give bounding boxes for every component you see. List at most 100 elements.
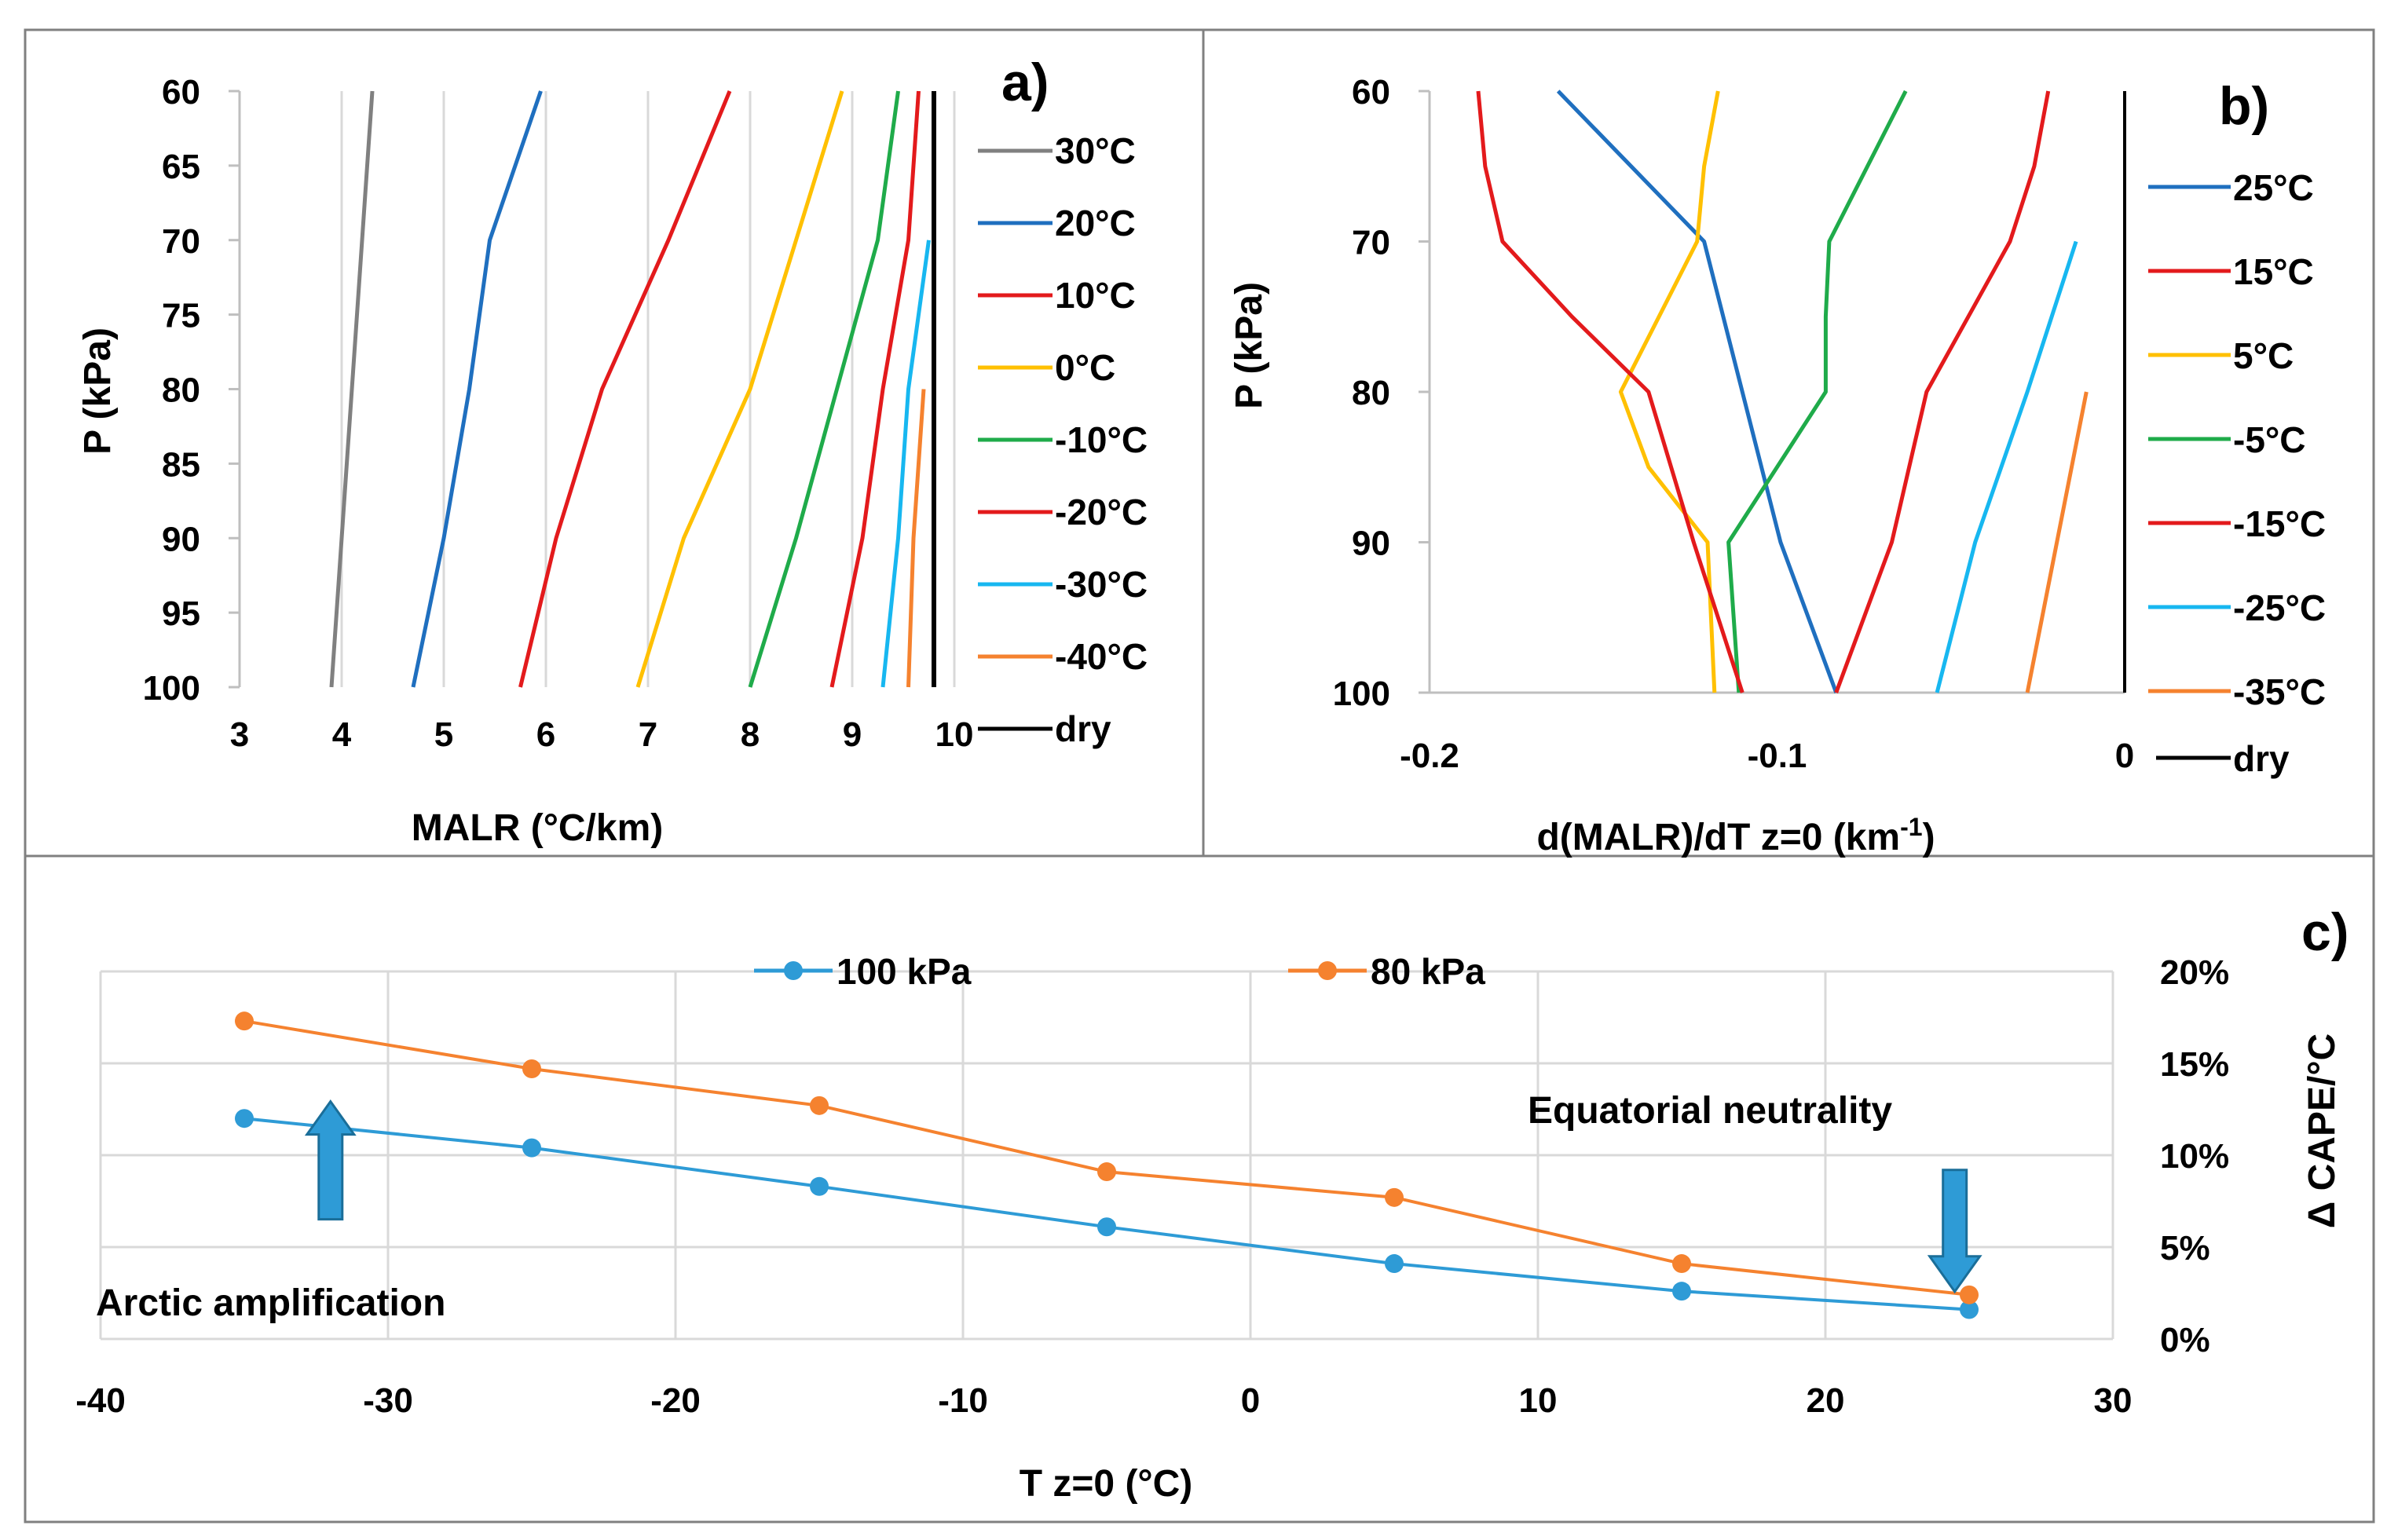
panel-c-x-tick-label: -30 <box>363 1381 413 1420</box>
panel-c-point-80kpa <box>1097 1162 1116 1182</box>
panel-c-legend-label-80kpa: 80 kPa <box>1371 951 1485 992</box>
panel-c-point-80kpa <box>1960 1285 1979 1304</box>
panel-a-label: a) <box>1001 53 1049 112</box>
panel-c-y-tick-label: 20% <box>2160 953 2229 992</box>
panel-b-series-25c <box>1556 90 1839 693</box>
panel-b-x-axis-title: d(MALR)/dT z=0 (km-1) <box>1536 813 1935 858</box>
panel-b-legend-label-m35c: -35°C <box>2233 671 2326 712</box>
panel-a-y-tick-label: 85 <box>162 445 200 484</box>
panel-a-y-tick-label: 65 <box>162 148 200 186</box>
panel-a-y-axis-title: P (kPa) <box>77 327 119 455</box>
panel-c-x-tick-label: -40 <box>75 1381 126 1420</box>
panel-c-point-80kpa <box>522 1059 541 1079</box>
panel-b-legend-label-m5c: -5°C <box>2233 419 2306 460</box>
annotation-arctic-amplification: Arctic amplification <box>96 1282 445 1324</box>
panel-c-y-tick-label: 0% <box>2160 1321 2210 1359</box>
panel-a-y-tick-label: 70 <box>162 222 200 261</box>
panel-c-point-80kpa <box>810 1096 829 1115</box>
panel-c-point-100kpa <box>235 1109 254 1128</box>
panel-b-y-tick-label: 90 <box>1352 525 1390 563</box>
panel-c-x-tick-label: 10 <box>1519 1381 1558 1420</box>
panel-b-x-tick-label: -0.2 <box>1400 737 1459 775</box>
panel-a-series-m40c <box>906 389 926 688</box>
panel-a-legend-label-m40c: -40°C <box>1055 636 1148 677</box>
panel-a-y-tick-label: 60 <box>162 73 200 112</box>
panel-b-y-tick-label: 80 <box>1352 374 1390 412</box>
panel-c-legend-label-100kpa: 100 kPa <box>837 951 972 992</box>
panel-b-y-tick-label: 70 <box>1352 224 1390 262</box>
panel-a-series-m20c <box>829 90 921 688</box>
panel-c-chart: -40 -30 -20 -10 0 10 20 30 0% 5% 10% 15% 20% 100 kP… <box>75 902 2349 1505</box>
panel-c-point-80kpa <box>1672 1254 1691 1274</box>
panel-b-legend-label-5c: 5°C <box>2233 335 2294 376</box>
panel-b-legend-label-m15c: -15°C <box>2233 503 2326 544</box>
panel-b-series-5c <box>1618 90 1720 693</box>
arrow-down-icon <box>1927 1169 1982 1294</box>
panel-c-y-tick-label: 5% <box>2160 1229 2210 1267</box>
panel-b-y-axis-title: P (kPa) <box>1228 282 1270 409</box>
panel-c-x-tick-label: -20 <box>650 1381 701 1420</box>
panel-a-legend-label-m20c: -20°C <box>1055 492 1148 532</box>
panel-c-point-100kpa <box>1097 1217 1116 1237</box>
panel-c-point-100kpa <box>1960 1300 1979 1319</box>
panel-b-legend-label-25c: 25°C <box>2233 167 2314 208</box>
panel-a-chart: 60 65 70 75 80 85 90 95 100 3 4 5 6 7 8 9 10 30°C 20°C 10… <box>77 53 1148 849</box>
panel-a-legend-label-30c: 30°C <box>1055 130 1136 171</box>
panel-c-frame <box>24 854 2375 1524</box>
panel-b-legend-label-dry: dry <box>2233 738 2290 779</box>
panel-c-legend-marker-100kpa <box>784 961 803 980</box>
panel-b-series-m15c <box>1476 90 1744 693</box>
panel-c-y-axis-title: Δ CAPE/°C <box>2301 1033 2343 1228</box>
panel-a-series-0c <box>635 90 844 688</box>
panel-c-point-100kpa <box>1672 1282 1691 1301</box>
panel-c-x-axis-title: T z=0 (°C) <box>1020 1463 1193 1505</box>
panel-b-y-tick-label: 100 <box>1333 675 1390 713</box>
panel-c-y-tick-label: 10% <box>2160 1137 2229 1176</box>
panel-a-x-axis-title: MALR (°C/km) <box>412 807 664 849</box>
panel-a-legend-label-m10c: -10°C <box>1055 419 1148 460</box>
annotation-equatorial-neutrality: Equatorial neutrality <box>1528 1090 1892 1132</box>
panel-b-series-m35c <box>2025 391 2089 693</box>
panel-a-series-m10c <box>748 90 900 688</box>
arrow-up-icon <box>304 1099 357 1221</box>
panel-a-legend-label-20c: 20°C <box>1055 203 1136 243</box>
panel-c-y-tick-label: 15% <box>2160 1045 2229 1084</box>
panel-a-x-tick-label: 5 <box>434 715 453 754</box>
panel-a-series-m30c <box>880 240 931 688</box>
panel-c-x-tick-label: 30 <box>2094 1381 2133 1420</box>
panel-a-legend-label-0c: 0°C <box>1055 347 1115 388</box>
panel-b-x-tick-label: 0 <box>2115 737 2134 775</box>
panel-a-y-tick-label: 75 <box>162 297 200 335</box>
panel-b-series-15c <box>1834 90 2051 693</box>
panel-c-point-80kpa <box>235 1011 254 1031</box>
panel-c-point-80kpa <box>1385 1187 1404 1207</box>
panel-a-y-tick-label: 100 <box>143 669 200 708</box>
panel-c-point-100kpa <box>1385 1254 1404 1274</box>
panel-a-x-tick-label: 9 <box>843 715 862 754</box>
panel-a-y-tick-label: 80 <box>162 371 200 410</box>
panel-b-y-tick-label: 60 <box>1352 73 1390 112</box>
panel-a-x-tick-label: 7 <box>639 715 657 754</box>
panel-a-x-tick-label: 4 <box>332 715 352 754</box>
panel-a-x-tick-label: 10 <box>935 715 974 754</box>
panel-c-label: c) <box>2301 902 2349 962</box>
panel-b-series-m5c <box>1726 90 1908 693</box>
panel-a-series-30c <box>329 90 375 688</box>
panel-c-x-tick-label: 0 <box>1241 1381 1260 1420</box>
panel-a-x-tick-label: 3 <box>230 715 249 754</box>
panel-a-series-10c <box>518 90 732 688</box>
panel-a-legend-label-m30c: -30°C <box>1055 564 1148 605</box>
panel-a-y-tick-label: 95 <box>162 594 200 633</box>
panel-b-x-tick-label: -0.1 <box>1748 737 1807 775</box>
panel-a-legend-label-dry: dry <box>1055 708 1111 749</box>
panel-a-x-tick-label: 6 <box>536 715 555 754</box>
panel-a-legend-label-10c: 10°C <box>1055 275 1136 316</box>
panel-c-point-100kpa <box>522 1138 541 1158</box>
panel-c-legend-marker-80kpa <box>1318 961 1337 980</box>
panel-a-x-tick-label: 8 <box>741 715 760 754</box>
panel-c-x-tick-label: 20 <box>1807 1381 1845 1420</box>
panel-a-series-20c <box>411 90 543 688</box>
panel-b-chart: 60 70 80 90 100 -0.2 -0.1 0 25°C 15°C 5°C -5°C -15… <box>1228 73 2326 858</box>
panel-c-point-100kpa <box>810 1176 829 1196</box>
